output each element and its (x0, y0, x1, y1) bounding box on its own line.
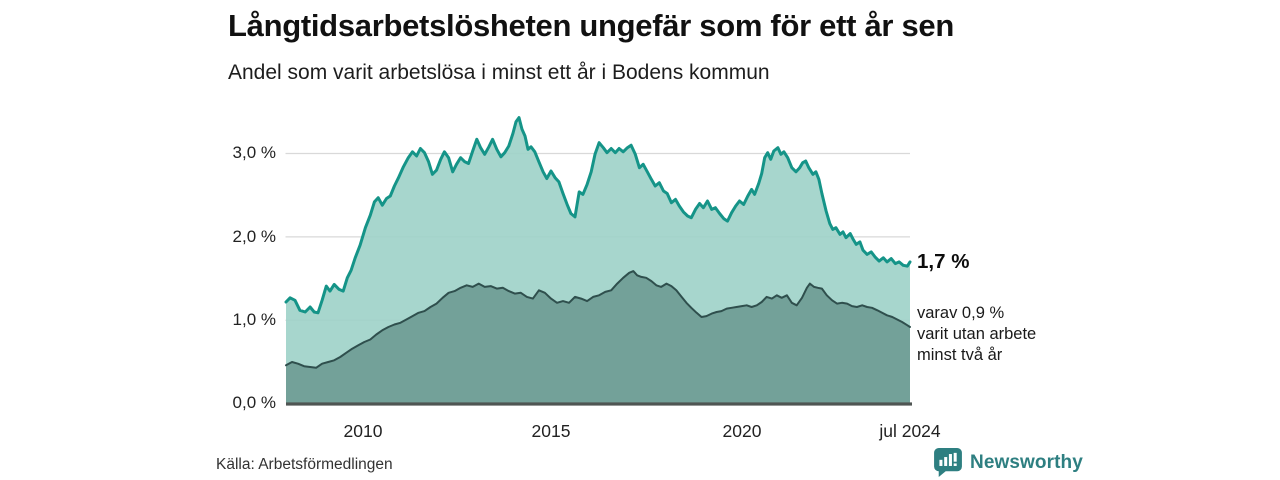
sub-value-annotation: varav 0,9 % varit utan arbete minst två … (917, 303, 1036, 366)
chart-title: Långtidsarbetslösheten ungefär som för e… (228, 8, 955, 43)
y-tick-label-0: 0,0 % (232, 393, 276, 412)
x-tick-label-2015: 2015 (531, 421, 571, 441)
area-fill-series-0 (286, 117, 910, 404)
x-tick-label-2020: 2020 (722, 421, 762, 441)
newsworthy-wordmark: Newsworthy (970, 451, 1083, 473)
area-line-series-0 (284, 116, 912, 315)
y-tick-label-2: 2,0 % (232, 227, 276, 246)
sub-value-line-2: varit utan arbete (917, 325, 1037, 343)
newsworthy-bars-icon (934, 448, 962, 477)
chart-subtitle: Andel som varit arbetslösa i minst ett å… (228, 61, 770, 84)
area-line-series-1 (285, 270, 911, 369)
y-tick-label-3: 3,0 % (232, 143, 276, 162)
x-axis-baseline (286, 402, 912, 406)
area-fill-series-1 (286, 271, 910, 404)
sub-value-line-3: minst två år (917, 346, 1003, 364)
x-tick-label-jul-2024: jul 2024 (879, 421, 941, 441)
x-tick-label-2010: 2010 (343, 421, 383, 441)
newsworthy-logo[interactable]: Newsworthy (934, 448, 1083, 477)
y-tick-label-1: 1,0 % (232, 310, 276, 329)
latest-value-label: 1,7 % (917, 250, 970, 273)
source-credit: Källa: Arbetsförmedlingen (216, 456, 393, 473)
sub-value-line-1: varav 0,9 % (917, 304, 1005, 322)
